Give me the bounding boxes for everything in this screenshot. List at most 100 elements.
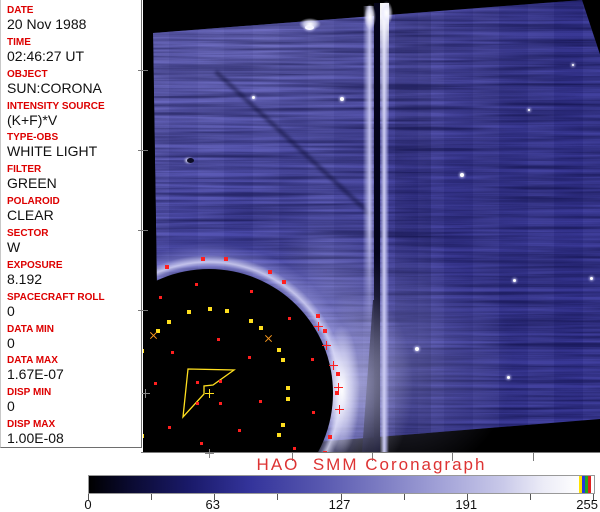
- axis-tick-bottom: [372, 453, 373, 461]
- fiducial-dot: [312, 410, 316, 414]
- fiducial-dot: [267, 270, 272, 275]
- field-value: SUN:CORONA: [7, 79, 102, 96]
- field-value: W: [7, 238, 21, 255]
- metadata-field: OBJECT SUN:CORONA: [7, 69, 139, 96]
- annotation-polygon: [182, 368, 236, 419]
- metadata-field: SPACECRAFT ROLL 0: [7, 292, 139, 319]
- fiducial-plus: [335, 405, 344, 414]
- fiducial-dot: [167, 319, 172, 324]
- fiducial-dot: [155, 328, 160, 333]
- fiducial-dot: [200, 441, 204, 445]
- fiducial-dot: [154, 382, 158, 386]
- field-label: INTENSITY SOURCE: [7, 100, 105, 112]
- fiducial-dot: [158, 295, 162, 299]
- field-label: EXPOSURE: [7, 259, 63, 271]
- axis-sun-plus-bottom: [205, 449, 214, 458]
- fiducial-dot: [287, 316, 291, 320]
- metadata-field: DATE 20 Nov 1988: [7, 5, 139, 32]
- colorbar-tick-label: 255: [576, 497, 598, 512]
- axis-sun-plus-left: [141, 389, 150, 398]
- colorbar-tick: [403, 494, 405, 500]
- star-dot: [572, 64, 574, 66]
- axis-tick-bottom: [533, 453, 534, 461]
- fiducial-dot: [224, 308, 229, 313]
- fiducial-dot: [292, 447, 296, 451]
- fiducial-dot: [323, 329, 328, 334]
- fiducial-dot: [201, 257, 206, 262]
- fiducial-dot: [328, 435, 333, 440]
- pylon-bright-right: [380, 3, 389, 452]
- fiducial-dot: [167, 426, 171, 430]
- fiducial-dot: [258, 325, 263, 330]
- pylon-shadow-line: [374, 3, 380, 452]
- axis-tick-left: [138, 70, 148, 71]
- fiducial-dot: [334, 391, 339, 396]
- fiducial-dot: [143, 349, 144, 354]
- fiducial-dot: [249, 318, 254, 323]
- field-value: 20 Nov 1988: [7, 16, 87, 32]
- metadata-field: DATA MIN 0: [7, 324, 139, 351]
- metadata-field: FILTER GREEN: [7, 164, 139, 191]
- star-dot: [415, 347, 419, 351]
- colorbar: [88, 475, 595, 494]
- fiducial-dot: [276, 433, 281, 438]
- fiducial-dot: [285, 397, 290, 402]
- fiducial-plus: [334, 383, 343, 392]
- field-value: 1.67E-07: [7, 366, 64, 383]
- metadata-field: TYPE-OBS WHITE LIGHT: [7, 132, 139, 159]
- metadata-field: SECTOR W: [7, 228, 139, 255]
- colorbar-tick: [277, 494, 279, 500]
- colorbar-tick-label: 191: [455, 497, 478, 512]
- field-value: 0: [7, 334, 15, 351]
- bright-flare: [380, 1, 393, 25]
- metadata-field: TIME 02:46:27 UT: [7, 37, 139, 64]
- fiducial-plus: [314, 322, 323, 331]
- star-dot: [513, 279, 516, 282]
- fiducial-dot: [315, 313, 320, 318]
- fiducial-dot: [280, 423, 285, 428]
- image-title: HAO SMM Coronagraph: [256, 455, 487, 474]
- field-label: DATA MIN: [7, 323, 55, 335]
- fiducial-plus: [322, 341, 331, 350]
- metadata-field: EXPOSURE 8.192: [7, 260, 139, 287]
- colorbar-overlay-stripe: [582, 476, 585, 493]
- fiducial-dot: [219, 380, 223, 384]
- colorbar-tick: [214, 494, 216, 500]
- fiducial-dot: [143, 434, 144, 439]
- field-label: DISP MAX: [7, 419, 56, 431]
- star-dot: [507, 376, 510, 379]
- fiducial-dot: [238, 429, 242, 433]
- field-value: 1.00E-08: [7, 430, 64, 447]
- field-label: OBJECT: [7, 68, 48, 80]
- field-value: (K+F)*V: [7, 111, 58, 128]
- fiducial-dot: [195, 402, 199, 406]
- fiducial-dot: [310, 358, 314, 362]
- fiducial-dot: [195, 380, 199, 384]
- field-label: TIME: [7, 36, 31, 48]
- field-value: 0: [7, 398, 15, 415]
- metadata-field: INTENSITY SOURCE (K+F)*V: [7, 101, 139, 128]
- coronagraph-image-canvas: [143, 0, 600, 452]
- colorbar-tick: [151, 494, 153, 500]
- metadata-field: DISP MAX 1.00E-08: [7, 419, 139, 446]
- fiducial-dot: [280, 357, 285, 362]
- colorbar-tick: [88, 494, 89, 500]
- field-label: DATE: [7, 5, 34, 16]
- fiducial-dot: [286, 385, 291, 390]
- colorbar-tick: [340, 494, 342, 500]
- sun-center-cross: [205, 389, 214, 398]
- fiducial-dot: [247, 355, 251, 359]
- field-value: CLEAR: [7, 207, 54, 224]
- colorbar-overlay-stripe: [579, 476, 582, 493]
- colorbar-tick: [593, 494, 594, 500]
- field-label: POLAROID: [7, 196, 60, 208]
- fiducial-dot: [323, 450, 328, 452]
- bright-flare: [299, 18, 321, 30]
- fiducial-dot: [282, 279, 287, 284]
- star-dot: [528, 109, 530, 111]
- fiducial-dot: [335, 371, 340, 376]
- colorbar-tick-label: 0: [84, 497, 92, 512]
- pylon-bright-left: [363, 6, 375, 342]
- fiducial-dot: [216, 337, 220, 341]
